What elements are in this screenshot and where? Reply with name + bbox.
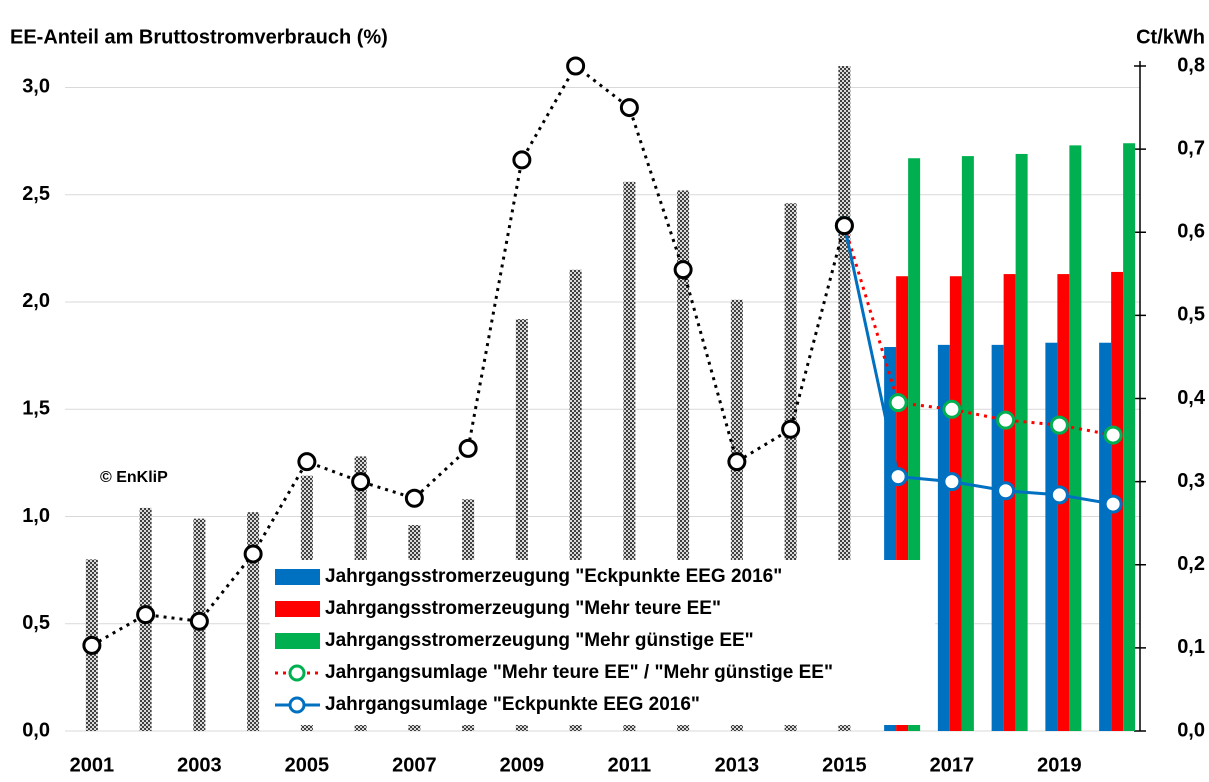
- marker: [781, 419, 801, 439]
- x-tick-label: 2001: [70, 754, 115, 776]
- marker: [996, 481, 1016, 501]
- y-tick-label: 0,5: [22, 612, 50, 634]
- x-tick-label: 2017: [930, 754, 975, 776]
- legend-marker: [288, 696, 306, 714]
- bar: [949, 276, 962, 731]
- y2-tick-label: 0,3: [1177, 470, 1205, 492]
- x-tick-label: 2011: [608, 754, 651, 776]
- legend-label: Jahrgangsumlage "Eckpunkte EEG 2016": [325, 694, 700, 715]
- bar: [1099, 342, 1112, 731]
- y2-tick-label: 0,2: [1177, 553, 1205, 575]
- marker: [1103, 425, 1123, 445]
- bar: [1003, 274, 1016, 731]
- marker: [136, 605, 156, 625]
- x-tick-label: 2009: [500, 754, 545, 776]
- y-tick-label: 1,0: [22, 505, 50, 527]
- marker: [566, 56, 586, 76]
- y2-axis-label: Ct/kWh: [1136, 26, 1205, 48]
- legend-label: Jahrgangsumlage "Mehr teure EE" / "Mehr …: [325, 662, 833, 683]
- y2-tick-label: 0,7: [1177, 137, 1205, 159]
- marker: [351, 472, 371, 492]
- marker: [888, 393, 908, 413]
- marker: [888, 467, 908, 487]
- marker: [1049, 415, 1069, 435]
- legend-swatch: [275, 569, 320, 585]
- bar: [937, 344, 950, 731]
- x-tick-label: 2019: [1037, 754, 1082, 776]
- marker: [942, 399, 962, 419]
- marker: [404, 488, 424, 508]
- y-tick-label: 0,0: [22, 719, 50, 741]
- marker: [619, 98, 639, 118]
- marker: [1103, 494, 1123, 514]
- legend-label: Jahrgangsstromerzeugung "Eckpunkte EEG 2…: [325, 566, 782, 587]
- y-axis-label: EE-Anteil am Bruttostromverbrauch (%): [10, 26, 388, 48]
- marker: [189, 611, 209, 631]
- marker: [512, 150, 532, 170]
- marker: [673, 260, 693, 280]
- y2-tick-label: 0,5: [1177, 304, 1205, 326]
- legend-label: Jahrgangsstromerzeugung "Mehr teure EE": [325, 598, 721, 619]
- y2-tick-label: 0,8: [1177, 54, 1205, 76]
- marker: [942, 472, 962, 492]
- legend-box: [270, 560, 935, 725]
- marker: [243, 544, 263, 564]
- marker: [1049, 485, 1069, 505]
- bar: [1123, 143, 1136, 731]
- y-tick-label: 2,0: [22, 290, 50, 312]
- line: [842, 225, 1114, 437]
- legend-label: Jahrgangsstromerzeugung "Mehr günstige E…: [325, 630, 754, 651]
- x-tick-label: 2007: [392, 754, 437, 776]
- legend-swatch: [275, 601, 320, 617]
- bar: [1015, 153, 1028, 732]
- bar: [1069, 145, 1082, 731]
- x-tick-label: 2015: [822, 754, 867, 776]
- bar: [961, 156, 974, 731]
- marker: [458, 438, 478, 458]
- y2-tick-label: 0,1: [1177, 636, 1205, 658]
- marker: [727, 452, 747, 472]
- x-tick-label: 2003: [177, 754, 222, 776]
- x-tick-label: 2013: [715, 754, 760, 776]
- bar: [1045, 342, 1058, 731]
- y-tick-label: 1,5: [22, 398, 50, 420]
- annotation: © EnKliP: [100, 469, 168, 486]
- line: [91, 63, 846, 647]
- y-tick-label: 3,0: [22, 76, 50, 98]
- marker: [82, 635, 102, 655]
- y-tick-label: 2,5: [22, 183, 50, 205]
- marker: [297, 452, 317, 472]
- legend-swatch: [275, 633, 320, 649]
- legend-marker: [288, 664, 306, 682]
- marker: [996, 410, 1016, 430]
- y2-tick-label: 0,0: [1177, 719, 1205, 741]
- bar: [991, 344, 1004, 731]
- x-tick-label: 2005: [285, 754, 330, 776]
- marker: [834, 216, 854, 236]
- y2-tick-label: 0,4: [1177, 387, 1206, 409]
- y2-tick-label: 0,6: [1177, 221, 1205, 243]
- bar: [247, 512, 260, 731]
